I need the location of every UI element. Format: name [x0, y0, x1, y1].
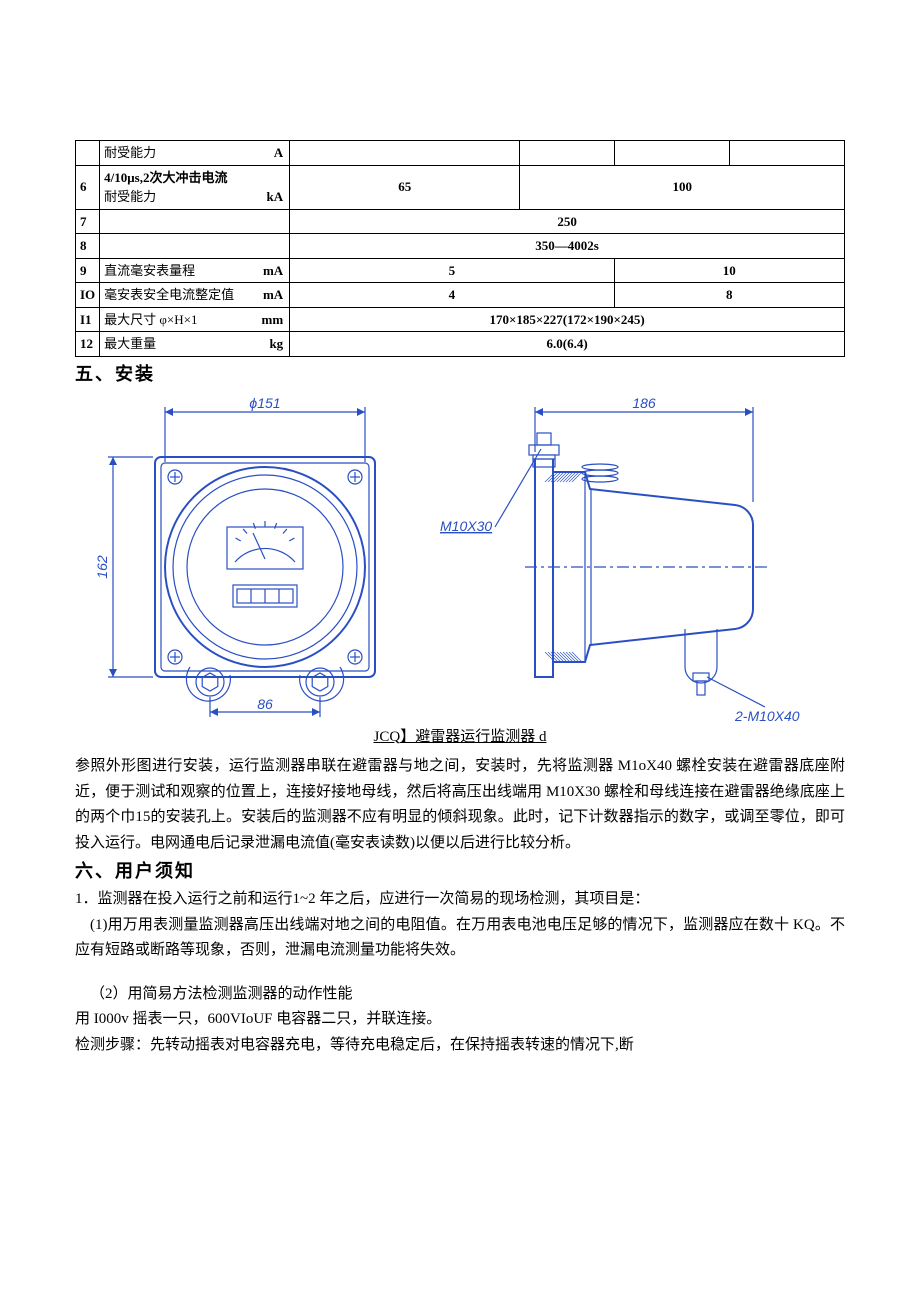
desc-text: 直流毫安表量程 — [104, 263, 195, 278]
value-cell — [729, 141, 844, 166]
spec-table: 耐受能力 A 64/10μs,2次大冲击电流耐受能力 kA 65100 7 250 8 350—… — [75, 140, 845, 357]
value-cell: 6.0(6.4) — [290, 332, 845, 357]
unit-label: kg — [269, 334, 283, 354]
row-number — [76, 141, 100, 166]
desc-text: 耐受能力 — [104, 145, 156, 160]
row-number: 7 — [76, 209, 100, 234]
svg-text:2-M10X40: 2-M10X40 — [734, 708, 800, 722]
table-row: 64/10μs,2次大冲击电流耐受能力 kA 65100 — [76, 165, 845, 209]
row-description: 最大重量 kg — [100, 332, 290, 357]
install-paragraph: 参照外形图进行安装，运行监测器串联在避雷器与地之间，安装时，先将监测器 M1oX… — [75, 754, 845, 856]
section-6-header: 六、用户须知 — [75, 858, 845, 885]
value-cell: 100 — [520, 165, 845, 209]
value-cell: 170×185×227(172×190×245) — [290, 307, 845, 332]
section-5-header: 五、安装 — [75, 361, 845, 388]
value-cell — [520, 141, 614, 166]
row-number: 12 — [76, 332, 100, 357]
user-p2: （2）用简易方法检测监测器的动作性能 — [75, 982, 845, 1008]
value-cell: 10 — [614, 258, 845, 283]
table-row: IO 毫安表安全电流整定值 mA 48 — [76, 283, 845, 308]
value-cell: 4 — [290, 283, 614, 308]
svg-text:86: 86 — [257, 696, 273, 712]
row-description: 最大尺寸 φ×H×1 mm — [100, 307, 290, 332]
unit-label: kA — [267, 187, 284, 207]
table-row: 8 350—4002s — [76, 234, 845, 259]
row-number: I1 — [76, 307, 100, 332]
svg-text:186: 186 — [632, 395, 656, 411]
row-number: IO — [76, 283, 100, 308]
row-number: 8 — [76, 234, 100, 259]
desc-text: 最大重量 — [104, 336, 156, 351]
table-row: 12 最大重量 kg 6.0(6.4) — [76, 332, 845, 357]
table-row: I1 最大尺寸 φ×H×1 mm 170×185×227(172×190×245) — [76, 307, 845, 332]
desc-text: 4/10μs,2次大冲击电流耐受能力 — [104, 170, 227, 205]
desc-text: 毫安表安全电流整定值 — [104, 287, 234, 302]
row-description — [100, 209, 290, 234]
desc-text: 最大尺寸 φ×H×1 — [104, 312, 197, 327]
value-cell — [614, 141, 729, 166]
user-p2a: 用 I000v 摇表一只，600VIoUF 电容器二只，并联连接。 — [75, 1007, 845, 1033]
value-cell: 8 — [614, 283, 845, 308]
user-p2b: 检测步骤：先转动摇表对电容器充电，等待充电稳定后，在保持摇表转速的情况下,断 — [75, 1033, 845, 1059]
diagram-caption: JCQ】避雷器运行监测器 d — [75, 726, 845, 749]
row-description: 耐受能力 A — [100, 141, 290, 166]
svg-text:M10X30: M10X30 — [440, 518, 492, 534]
svg-text:ϕ151: ϕ151 — [249, 395, 280, 411]
table-row: 7 250 — [76, 209, 845, 234]
row-number: 6 — [76, 165, 100, 209]
svg-text:162: 162 — [94, 555, 110, 579]
row-description: 毫安表安全电流整定值 mA — [100, 283, 290, 308]
row-description: 4/10μs,2次大冲击电流耐受能力 kA — [100, 165, 290, 209]
unit-label: mm — [262, 310, 284, 330]
user-p1: 1．监测器在投入运行之前和运行1~2 年之后，应进行一次简易的现场检测，其项目是… — [75, 887, 845, 913]
value-cell: 5 — [290, 258, 614, 283]
unit-label: mA — [263, 261, 283, 281]
user-p1a: (1)用万用表测量监测器高压出线端对地之间的电阻值。在万用表电池电压足够的情况下… — [75, 913, 845, 964]
row-description: 直流毫安表量程 mA — [100, 258, 290, 283]
installation-diagram: ϕ151 162 86 M10X30 2-M10X40 186 — [75, 390, 845, 724]
unit-label: A — [274, 143, 283, 163]
table-row: 9 直流毫安表量程 mA 510 — [76, 258, 845, 283]
unit-label: mA — [263, 285, 283, 305]
row-description — [100, 234, 290, 259]
table-row: 耐受能力 A — [76, 141, 845, 166]
value-cell: 350—4002s — [290, 234, 845, 259]
value-cell: 250 — [290, 209, 845, 234]
row-number: 9 — [76, 258, 100, 283]
value-cell: 65 — [290, 165, 520, 209]
value-cell — [290, 141, 520, 166]
